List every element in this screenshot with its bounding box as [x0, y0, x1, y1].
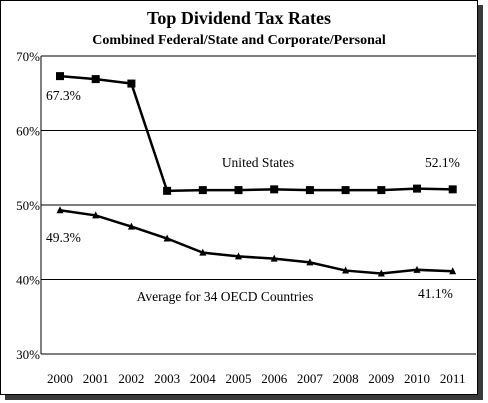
y-axis-ticks: 30% 40% 50% 60% 70% [16, 49, 40, 362]
data-point [413, 265, 421, 273]
data-point [377, 186, 386, 195]
y-tick-label: 60% [16, 124, 40, 139]
x-tick-label: 2004 [190, 371, 217, 386]
y-tick-label: 50% [16, 198, 40, 213]
data-point [413, 184, 421, 193]
data-point [92, 211, 100, 219]
series-label-oecd: Average for 34 OECD Countries [137, 289, 314, 304]
data-point [127, 79, 136, 88]
x-tick-label: 2011 [440, 371, 466, 386]
chart-subtitle: Combined Federal/State and Corporate/Per… [92, 33, 386, 48]
y-tick-label: 30% [16, 347, 40, 362]
annotation-oecd-2011: 41.1% [418, 286, 453, 301]
x-tick-label: 2007 [297, 371, 324, 386]
x-tick-label: 2000 [47, 371, 73, 386]
annotation-us-2000: 67.3% [46, 88, 81, 103]
x-axis-ticks: 2000 2001 2002 2003 2004 2005 2006 2007 2008 2009… [47, 371, 465, 386]
data-point [270, 254, 278, 262]
data-point [163, 234, 171, 242]
chart-title: Top Dividend Tax Rates [147, 8, 331, 28]
y-tick-label: 40% [16, 273, 40, 288]
series-label-us: United States [222, 155, 294, 170]
grid-lines [40, 55, 476, 355]
data-point [341, 186, 350, 195]
chart-frame: Top Dividend Tax Rates Combined Federal/… [0, 0, 478, 395]
data-point [91, 75, 100, 84]
annotation-oecd-2000: 49.3% [46, 230, 81, 245]
data-point [449, 267, 457, 275]
x-tick-label: 2005 [226, 371, 252, 386]
x-tick-label: 2010 [404, 371, 430, 386]
x-tick-label: 2006 [261, 371, 288, 386]
data-point [235, 252, 242, 260]
series-line-0 [59, 74, 453, 193]
data-point [199, 248, 207, 256]
x-tick-label: 2001 [83, 371, 109, 386]
x-tick-label: 2009 [368, 371, 394, 386]
data-point [377, 269, 385, 277]
data-point [342, 266, 350, 274]
data-point [56, 72, 64, 81]
data-point [163, 186, 172, 195]
data-point [234, 186, 243, 195]
x-tick-label: 2003 [154, 371, 180, 386]
data-point [306, 258, 314, 266]
series-layer [56, 72, 457, 277]
y-tick-label: 70% [16, 49, 40, 64]
data-point [448, 185, 457, 194]
data-point [56, 206, 64, 214]
data-point [270, 185, 279, 194]
x-tick-label: 2008 [333, 371, 359, 386]
annotation-us-2011: 52.1% [425, 155, 460, 170]
data-point [127, 222, 135, 230]
x-tick-label: 2002 [118, 371, 144, 386]
data-point [198, 186, 207, 195]
series-line-1 [59, 208, 453, 275]
data-point [305, 186, 314, 195]
